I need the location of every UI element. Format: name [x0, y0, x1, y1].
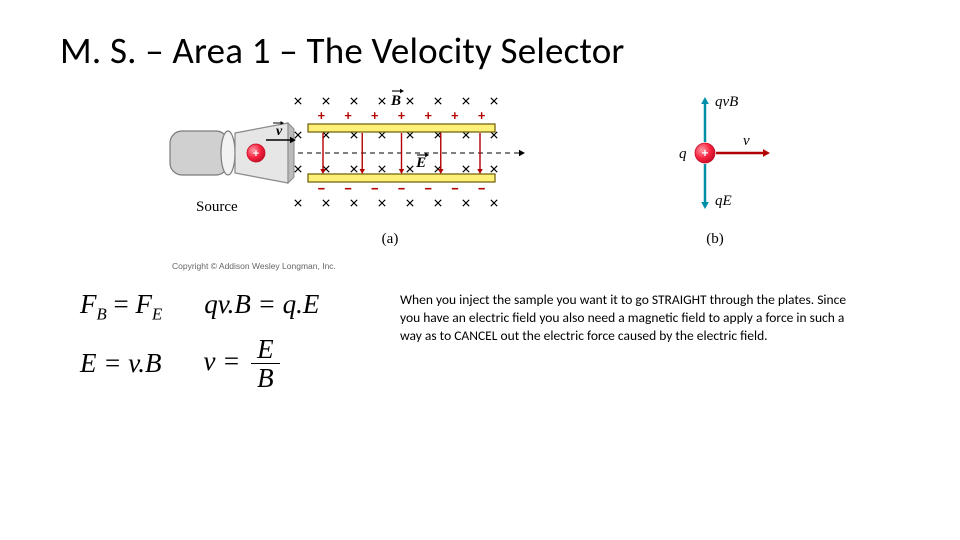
svg-text:–: – — [317, 177, 326, 199]
equations-block: FB = FE qv.B = q.E E = v.B v = EB — [60, 287, 400, 393]
svg-text:–: – — [344, 177, 353, 199]
explanation-text: When you inject the sample you want it t… — [400, 287, 900, 393]
svg-text:+: + — [398, 107, 405, 124]
page-title: M. S. – Area 1 – The Velocity Selector — [60, 28, 900, 73]
svg-text:Source: Source — [196, 199, 238, 215]
velocity-selector-diagram: BSource+++++++–––––––E+v(a)Copyright © A… — [160, 83, 800, 273]
svg-text:–: – — [397, 177, 406, 199]
svg-text:Copyright © Addison Wesley Lon: Copyright © Addison Wesley Longman, Inc. — [172, 261, 336, 271]
svg-text:–: – — [450, 177, 459, 199]
equation-qvb-qe: qv.B = q.E — [204, 287, 319, 325]
svg-text:+: + — [345, 107, 352, 124]
svg-text:–: – — [477, 177, 486, 199]
svg-text:–: – — [424, 177, 433, 199]
svg-text:+: + — [371, 107, 378, 124]
svg-text:v: v — [743, 133, 750, 149]
svg-text:E: E — [415, 155, 426, 171]
diagram-b: qvB qE v q + (b) — [679, 94, 770, 247]
svg-text:+: + — [253, 147, 259, 161]
equation-v-EoverB: v = EB — [203, 335, 279, 393]
svg-text:+: + — [451, 107, 458, 124]
svg-text:+: + — [425, 107, 432, 124]
svg-text:qE: qE — [715, 193, 732, 209]
svg-text:v: v — [276, 124, 283, 139]
svg-text:q: q — [679, 146, 687, 162]
svg-text:–: – — [370, 177, 379, 199]
diagram-a: BSource+++++++–––––––E+v(a) — [170, 89, 525, 247]
svg-text:+: + — [702, 146, 709, 161]
svg-text:(a): (a) — [382, 231, 399, 247]
svg-text:qvB: qvB — [715, 94, 738, 110]
svg-text:+: + — [478, 107, 485, 124]
svg-text:+: + — [318, 107, 325, 124]
svg-text:(b): (b) — [706, 231, 724, 247]
equation-FB-FE: FB = FE — [80, 287, 162, 325]
equation-E-vB: E = v.B — [80, 346, 161, 381]
